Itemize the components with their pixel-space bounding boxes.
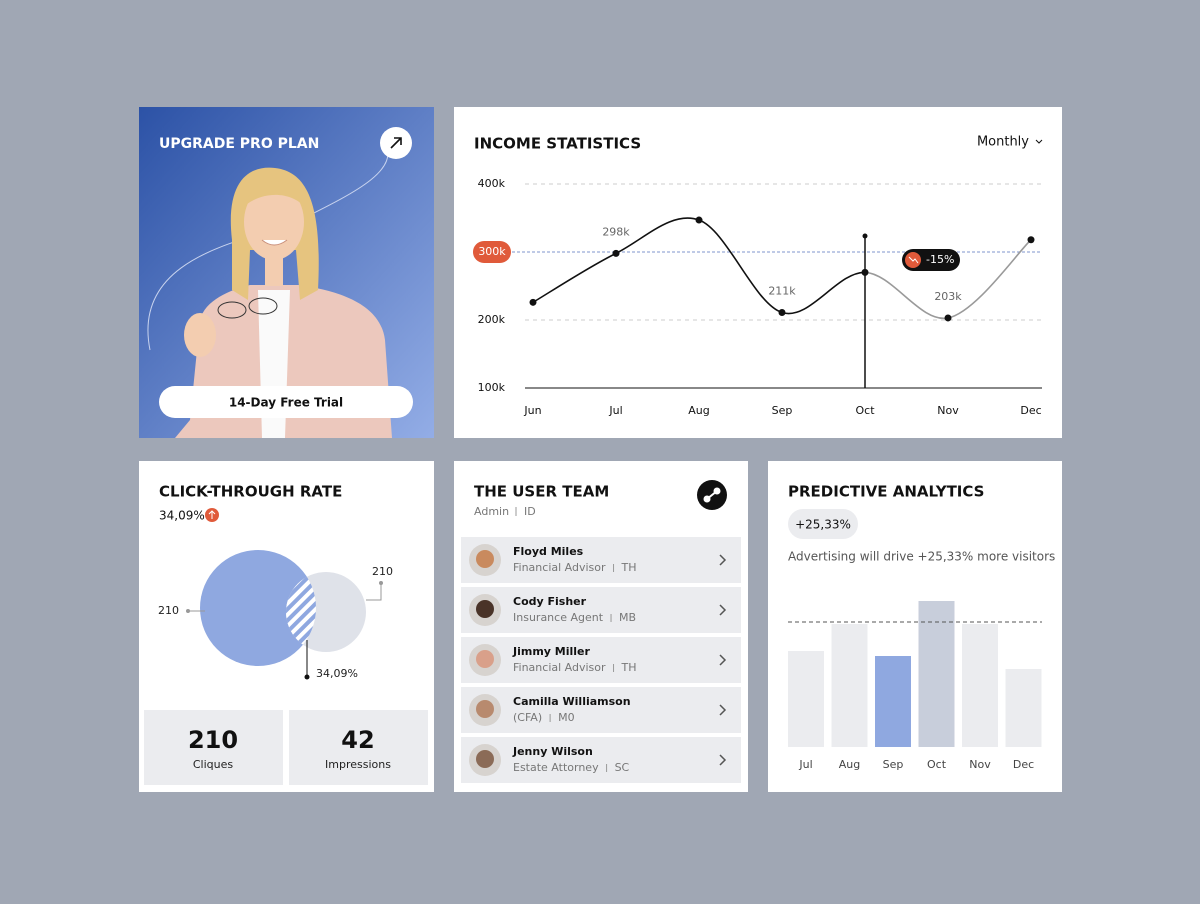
chevron — [719, 654, 727, 666]
x-tick-label: Nov — [937, 404, 959, 417]
point — [529, 298, 537, 306]
period-select[interactable]: Monthly — [977, 135, 1029, 150]
y-tick-label: 100k — [478, 381, 506, 394]
team-title: THE USER TEAM — [474, 483, 609, 501]
value-label: 298k — [602, 225, 630, 238]
venn-left-label: 210 — [158, 604, 179, 617]
member-name: Jenny Wilson — [512, 745, 593, 758]
y-tick-label: 400k — [478, 177, 506, 190]
x-tick-label: Jul — [798, 758, 812, 771]
role-filter[interactable]: ID — [524, 505, 536, 518]
trial-button-label[interactable]: 14-Day Free Trial — [229, 396, 343, 410]
bar — [1005, 669, 1042, 747]
x-tick-label: Dec — [1013, 758, 1034, 771]
predictive-card: PREDICTIVE ANALYTICS +25,33% Advertising… — [768, 461, 1062, 792]
ctr-rate: 34,09% — [159, 509, 205, 523]
chevron — [719, 704, 727, 716]
member-code: M0 — [558, 711, 575, 724]
stat-label: Cliques — [193, 758, 234, 771]
member-role: Estate Attorney — [513, 761, 599, 774]
x-tick-label: Sep — [883, 758, 904, 771]
change-arrow — [908, 256, 919, 264]
reference-badge — [473, 241, 511, 263]
income-card: INCOME STATISTICS Monthly 400k 200k 100k 30… — [454, 107, 1062, 438]
member-code: TH — [621, 561, 637, 574]
x-tick-label: Oct — [855, 404, 875, 417]
upgrade-title: UPGRADE PRO PLAN — [159, 136, 319, 152]
bar — [962, 624, 998, 747]
venn-left — [200, 550, 316, 666]
avatar-face — [476, 700, 494, 718]
team-card: THE USER TEAM Admin ID Floyd Miles Financ… — [454, 461, 748, 792]
member-role: Insurance Agent — [513, 611, 604, 624]
income-title: INCOME STATISTICS — [474, 135, 641, 153]
member-code: TH — [621, 661, 637, 674]
x-tick-label: Aug — [839, 758, 860, 771]
bar — [918, 601, 955, 747]
bar — [788, 651, 824, 747]
chevron — [719, 754, 727, 766]
value-label: 203k — [934, 290, 962, 303]
member-name: Jimmy Miller — [512, 645, 591, 658]
x-tick-label: Aug — [688, 404, 709, 417]
x-tick-label: Dec — [1020, 404, 1041, 417]
member-role: Financial Advisor — [513, 661, 606, 674]
ctr-card: CLICK-THROUGH RATE 34,09% 210 210 34,09%… — [139, 461, 434, 792]
venn-right-label: 210 — [372, 565, 393, 578]
chevron — [719, 554, 727, 566]
member-row[interactable] — [461, 637, 741, 683]
member-code: MB — [619, 611, 636, 624]
x-tick-label: Jul — [608, 404, 622, 417]
predictive-title: PREDICTIVE ANALYTICS — [788, 483, 984, 501]
value-label: 211k — [768, 285, 796, 298]
y-tick-label: 200k — [478, 313, 506, 326]
member-row[interactable] — [461, 587, 741, 633]
stat-label: Impressions — [325, 758, 391, 771]
predictive-change: +25,33% — [795, 518, 851, 532]
stat-value: 42 — [341, 726, 374, 754]
x-tick-label: Sep — [772, 404, 793, 417]
chevron — [719, 604, 727, 616]
member-role: (CFA) — [513, 711, 542, 724]
cursor-dot — [862, 233, 868, 239]
change-icon — [905, 252, 921, 268]
reference-label: 300k — [478, 245, 506, 258]
x-tick-label: Jun — [523, 404, 541, 417]
avatar-face — [476, 600, 494, 618]
change-label: -15% — [926, 253, 954, 266]
point — [944, 314, 952, 322]
x-tick-label: Nov — [969, 758, 991, 771]
bar — [831, 624, 868, 747]
upgrade-card: UPGRADE PRO PLAN 14-Day Free Trial — [139, 107, 434, 438]
avatar-face — [476, 650, 494, 668]
point — [778, 309, 786, 317]
point — [861, 268, 869, 276]
member-row[interactable] — [461, 687, 741, 733]
member-row[interactable] — [461, 737, 741, 783]
x-tick-label: Oct — [927, 758, 947, 771]
member-name: Floyd Miles — [513, 545, 584, 558]
trial-button[interactable] — [159, 386, 413, 418]
member-role: Financial Advisor — [513, 561, 606, 574]
member-row[interactable] — [461, 537, 741, 583]
point — [1027, 236, 1035, 244]
bar — [875, 656, 911, 747]
avatar-face — [476, 550, 494, 568]
role-filter[interactable]: Admin — [474, 505, 509, 518]
venn-overlap — [286, 572, 316, 652]
member-name: Cody Fisher — [513, 595, 587, 608]
member-code: SC — [615, 761, 630, 774]
ctr-title: CLICK-THROUGH RATE — [159, 483, 342, 501]
stat-value: 210 — [188, 726, 238, 754]
venn-overlap-label: 34,09% — [316, 667, 358, 680]
point — [612, 249, 620, 257]
member-name: Camilla Williamson — [513, 695, 631, 708]
avatar-face — [476, 750, 494, 768]
point — [695, 216, 703, 224]
predictive-description: Advertising will drive +25,33% more visi… — [788, 550, 1055, 564]
